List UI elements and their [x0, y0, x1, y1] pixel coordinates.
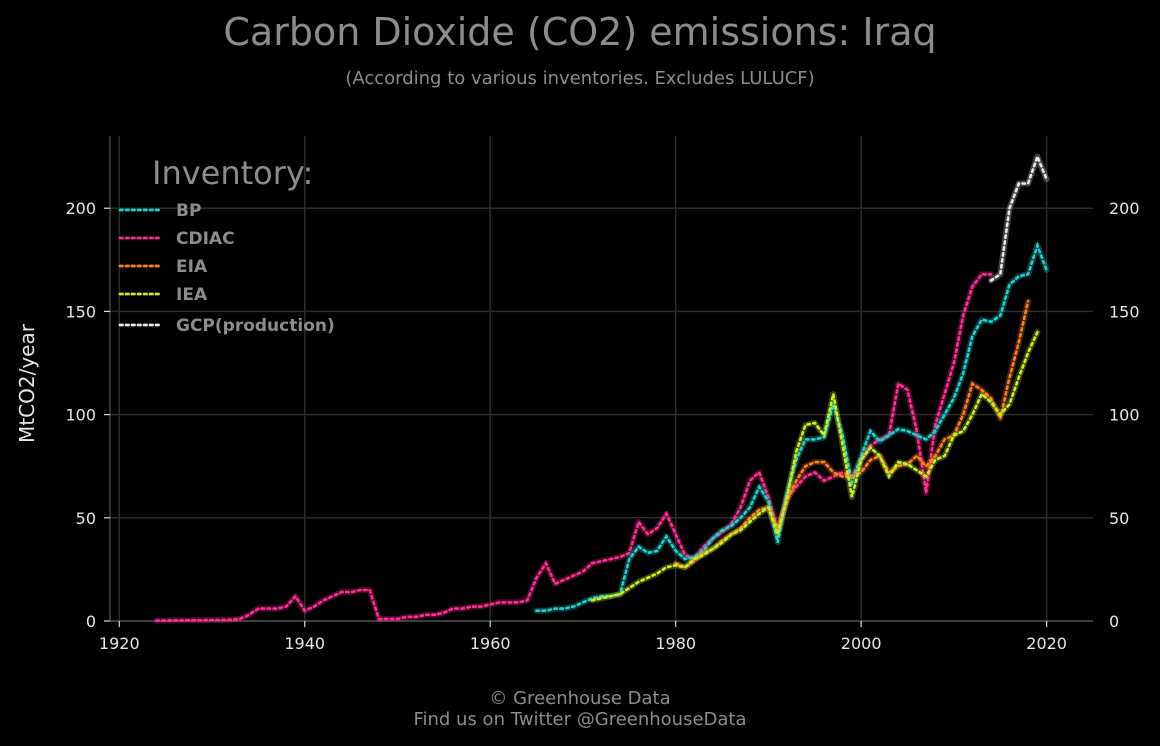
x-tick-label: 1940 — [284, 634, 325, 653]
series-group — [153, 152, 1050, 624]
series-line — [535, 241, 1048, 613]
x-tick-label: 1920 — [99, 634, 140, 653]
legend-entry: GCP(production) — [176, 316, 335, 336]
legend-entry: IEA — [176, 285, 208, 305]
y-axis-label: MtCO2/year — [15, 323, 39, 443]
y-tick-label: 150 — [65, 302, 96, 321]
footer-twitter: Find us on Twitter @GreenhouseData — [413, 709, 747, 730]
axes: 1920 1940 1960 1980 2000 2020 0 0 50 50 100 100 150 1… — [15, 136, 1140, 653]
y-tick-label: 100 — [65, 406, 96, 425]
y-tick-label-right: 0 — [1109, 612, 1119, 631]
grid-lines — [110, 136, 1093, 622]
legend-entry: BP — [176, 201, 201, 221]
x-tick-label: 1960 — [470, 634, 511, 653]
footer-copyright: © Greenhouse Data — [489, 688, 671, 709]
series-glow — [988, 153, 1050, 284]
legend-entry: EIA — [176, 257, 208, 277]
chart-title: Carbon Dioxide (CO2) emissions: Iraq — [223, 10, 937, 54]
y-tick-label-right: 150 — [1109, 302, 1140, 321]
y-tick-label-right: 50 — [1109, 509, 1129, 528]
y-tick-label: 50 — [76, 509, 96, 528]
series-line — [590, 330, 1039, 602]
x-tick-label: 2000 — [841, 634, 882, 653]
y-tick-label: 200 — [65, 199, 96, 218]
y-tick-label-right: 200 — [1109, 199, 1140, 218]
x-tick-label: 2020 — [1026, 634, 1067, 653]
legend: Inventory: BP CDIAC EIA IEA GCP(production) — [118, 154, 335, 336]
series-line — [989, 152, 1048, 282]
series-gcp-production- — [988, 152, 1050, 284]
y-tick-label-right: 100 — [1109, 406, 1140, 425]
series-glow — [589, 329, 1041, 604]
series-bp — [533, 241, 1050, 614]
chart-subtitle: (According to various inventories. Exclu… — [345, 68, 815, 89]
x-tick-label: 1980 — [655, 634, 696, 653]
series-iea — [589, 329, 1041, 604]
legend-entry: CDIAC — [176, 229, 235, 249]
y-tick-label: 0 — [86, 612, 96, 631]
legend-title: Inventory: — [152, 154, 313, 192]
